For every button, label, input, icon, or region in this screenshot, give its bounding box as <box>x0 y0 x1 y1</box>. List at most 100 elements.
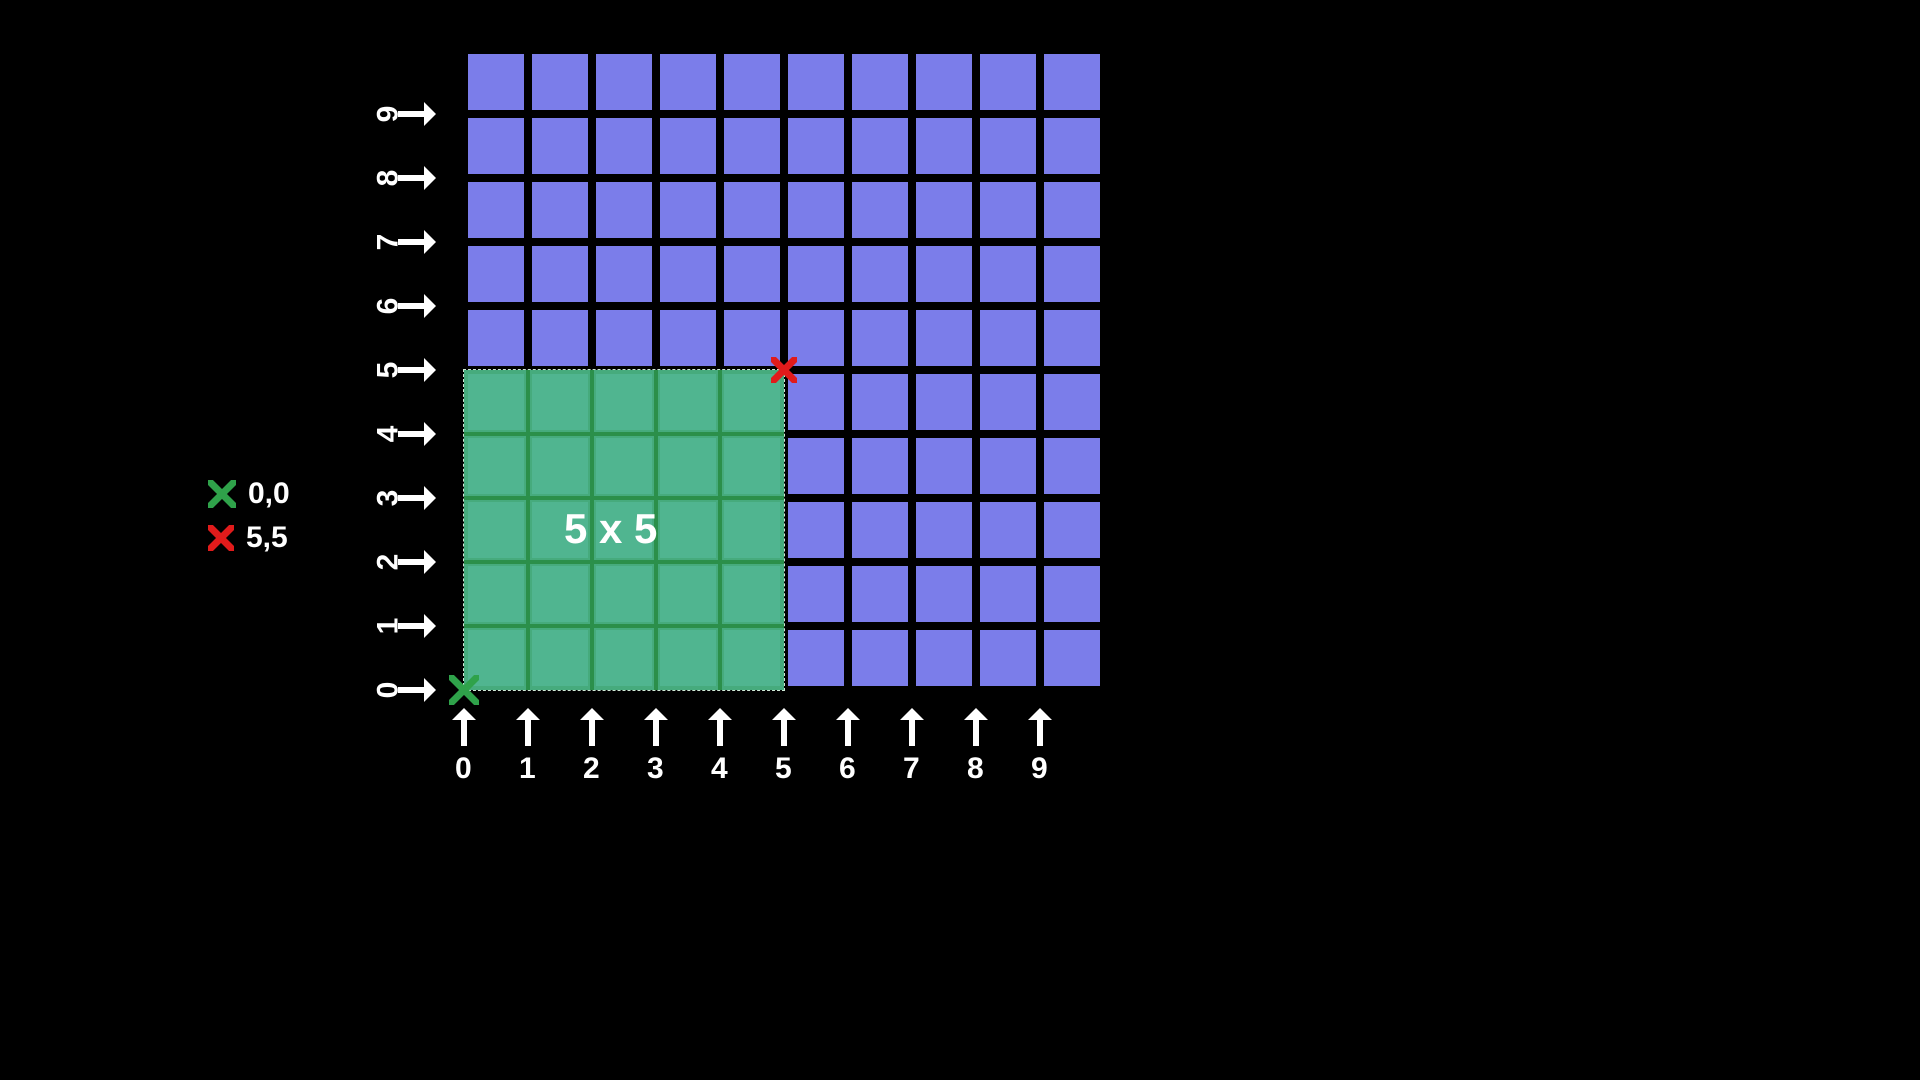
x-axis-label: 0 <box>455 752 472 786</box>
grid-cell <box>916 630 972 686</box>
x-axis-label: 4 <box>711 752 728 786</box>
grid-cell <box>852 118 908 174</box>
grid-cell <box>916 246 972 302</box>
x-axis-label: 8 <box>967 752 984 786</box>
grid-cell <box>468 310 524 366</box>
grid-cell <box>852 374 908 430</box>
grid-cell <box>596 310 652 366</box>
axis-arrow-up-icon <box>900 708 924 746</box>
grid-cell <box>1044 438 1100 494</box>
grid-cell <box>1044 182 1100 238</box>
grid-cell <box>660 54 716 110</box>
grid-cell <box>852 438 908 494</box>
grid-cell <box>980 54 1036 110</box>
grid-cell <box>1044 630 1100 686</box>
axis-arrow-up-icon <box>964 708 988 746</box>
y-axis-label: 8 <box>371 170 405 187</box>
highlight-gridline <box>464 432 784 436</box>
grid-cell <box>916 54 972 110</box>
grid-cell <box>852 566 908 622</box>
grid-cell <box>788 630 844 686</box>
grid-cell <box>532 310 588 366</box>
grid-cell <box>916 566 972 622</box>
y-axis-label: 4 <box>371 426 405 443</box>
legend-x-icon <box>208 525 234 551</box>
x-axis-label: 7 <box>903 752 920 786</box>
grid-cell <box>724 182 780 238</box>
highlight-gridline <box>526 370 530 690</box>
grid-cell <box>1044 118 1100 174</box>
x-axis-label: 6 <box>839 752 856 786</box>
grid-cell <box>788 566 844 622</box>
highlight-gridline <box>464 624 784 628</box>
grid-cell <box>788 438 844 494</box>
marker-x-icon <box>771 357 797 383</box>
highlight-gridline <box>464 560 784 564</box>
grid-cell <box>660 118 716 174</box>
x-axis-label: 3 <box>647 752 664 786</box>
highlight-label: 5 x 5 <box>564 505 657 553</box>
grid-cell <box>980 182 1036 238</box>
axis-arrow-up-icon <box>1028 708 1052 746</box>
grid-cell <box>852 54 908 110</box>
grid-cell <box>980 118 1036 174</box>
grid-cell <box>916 502 972 558</box>
grid-cell <box>1044 566 1100 622</box>
grid-cell <box>980 438 1036 494</box>
grid-cell <box>1044 502 1100 558</box>
grid-cell <box>980 374 1036 430</box>
grid-cell <box>660 246 716 302</box>
axis-arrow-up-icon <box>772 708 796 746</box>
grid-cell <box>532 54 588 110</box>
grid-cell <box>468 182 524 238</box>
grid-cell <box>852 246 908 302</box>
y-axis-label: 6 <box>371 298 405 315</box>
grid-cell <box>660 310 716 366</box>
diagram-stage: 5 x 5012345678901234567890,05,5 <box>0 0 1920 1080</box>
legend-label: 0,0 <box>248 477 290 511</box>
grid-cell <box>788 54 844 110</box>
grid-cell <box>468 54 524 110</box>
legend: 0,05,5 <box>208 472 290 560</box>
grid-cell <box>852 310 908 366</box>
grid-cell <box>916 182 972 238</box>
grid-cell <box>916 374 972 430</box>
grid-cell <box>916 310 972 366</box>
legend-item: 5,5 <box>208 516 290 560</box>
y-axis-label: 5 <box>371 362 405 379</box>
grid-cell <box>468 246 524 302</box>
grid-cell <box>980 566 1036 622</box>
grid-cell <box>980 502 1036 558</box>
grid-cell <box>532 118 588 174</box>
grid-cell <box>980 310 1036 366</box>
legend-item: 0,0 <box>208 472 290 516</box>
legend-x-icon <box>208 480 236 508</box>
grid-cell <box>980 630 1036 686</box>
y-axis-label: 3 <box>371 490 405 507</box>
axis-arrow-up-icon <box>580 708 604 746</box>
grid-cell <box>596 54 652 110</box>
grid-cell <box>724 246 780 302</box>
legend-label: 5,5 <box>246 521 288 555</box>
highlight-gridline <box>718 370 722 690</box>
grid-cell <box>532 182 588 238</box>
x-axis-label: 5 <box>775 752 792 786</box>
axis-arrow-up-icon <box>516 708 540 746</box>
grid-cell <box>852 502 908 558</box>
axis-arrow-up-icon <box>452 708 476 746</box>
grid-cell <box>724 54 780 110</box>
grid-cell <box>1044 374 1100 430</box>
x-axis-label: 2 <box>583 752 600 786</box>
y-axis-label: 1 <box>371 618 405 635</box>
highlight-gridline <box>464 496 784 500</box>
y-axis-label: 0 <box>371 682 405 699</box>
grid-cell <box>788 118 844 174</box>
y-axis-label: 2 <box>371 554 405 571</box>
grid-cell <box>660 182 716 238</box>
axis-arrow-up-icon <box>836 708 860 746</box>
grid-cell <box>1044 310 1100 366</box>
grid-cell <box>788 246 844 302</box>
grid-cell <box>1044 246 1100 302</box>
grid-cell <box>532 246 588 302</box>
grid-cell <box>916 118 972 174</box>
